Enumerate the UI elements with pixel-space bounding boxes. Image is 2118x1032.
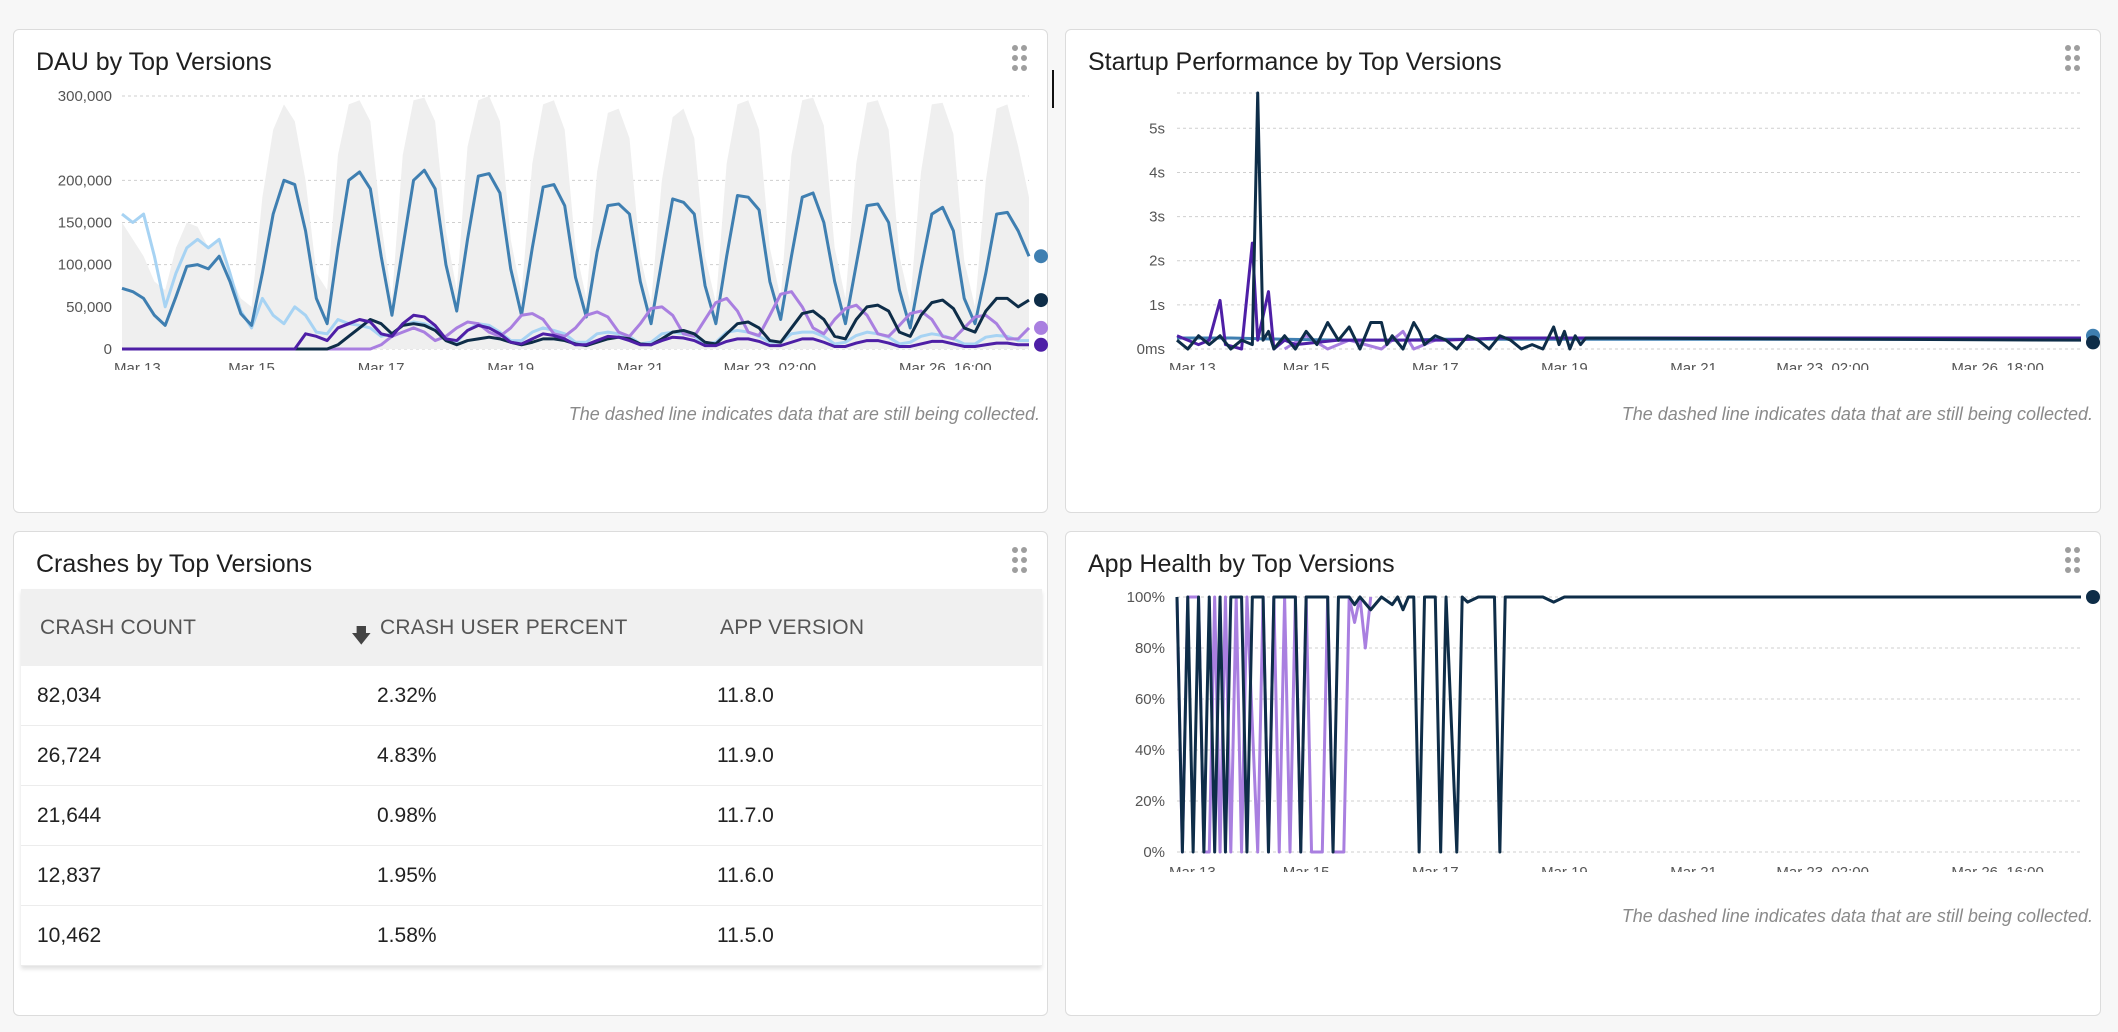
x-tick-label: Mar 21 bbox=[1670, 360, 1717, 370]
y-tick-label: 3s bbox=[1149, 209, 1165, 226]
y-tick-label: 200,000 bbox=[58, 172, 112, 189]
startup-chart[interactable]: 5s 4s 3s 2s 1s 0ms Mar 13 Mar 15 Mar 17 Mar 19 Mar… bbox=[1066, 30, 2102, 370]
x-tick-label: Mar 15 bbox=[228, 360, 275, 370]
drag-handle-icon[interactable] bbox=[2065, 547, 2081, 573]
drag-handle-icon[interactable] bbox=[2065, 45, 2081, 71]
table-row[interactable]: 10,462 1.58% 11.5.0 bbox=[21, 905, 1042, 966]
x-tick-label: Mar 15 bbox=[1283, 360, 1330, 370]
y-tick-label: 100,000 bbox=[58, 257, 112, 274]
y-tick-label: 80% bbox=[1135, 640, 1165, 657]
y-tick-label: 0ms bbox=[1137, 341, 1165, 358]
column-header-app-version[interactable]: APP VERSION bbox=[701, 589, 1042, 666]
health-chart[interactable]: 100% 80% 60% 40% 20% 0% Mar 13 Mar 15 Mar 17 Mar … bbox=[1066, 532, 2102, 872]
app-version-cell: 11.5.0 bbox=[701, 905, 1042, 966]
crash-user-percent-cell: 1.95% bbox=[361, 845, 701, 906]
series-end-marker bbox=[1034, 249, 1048, 264]
table-row[interactable]: 82,034 2.32% 11.8.0 bbox=[21, 666, 1042, 726]
x-tick-label: Mar 19 bbox=[1541, 864, 1588, 872]
x-tick-label: Mar 13 bbox=[1169, 360, 1216, 370]
table-row[interactable]: 26,724 4.83% 11.9.0 bbox=[21, 725, 1042, 786]
dau-panel: DAU by Top Versions 300,000 200,000 150,00… bbox=[13, 29, 1054, 513]
startup-series-line bbox=[1176, 91, 2082, 351]
series-end-marker bbox=[1034, 337, 1048, 352]
series-end-marker bbox=[2086, 335, 2100, 350]
startup-series-line bbox=[1176, 241, 2081, 351]
dau-series-line bbox=[121, 168, 1031, 330]
x-tick-label: Mar 17 bbox=[358, 360, 405, 370]
y-tick-label: 100% bbox=[1127, 589, 1165, 606]
y-tick-label: 4s bbox=[1149, 164, 1165, 181]
dau-collecting-note: The dashed line indicates data that are … bbox=[568, 404, 1040, 424]
crash-count-cell: 10,462 bbox=[21, 905, 361, 966]
startup-collecting-note: The dashed line indicates data that are … bbox=[1621, 404, 2093, 424]
x-tick-label: Mar 19 bbox=[487, 360, 534, 370]
crashes-panel-title: Crashes by Top Versions bbox=[36, 550, 313, 578]
app-version-cell: 11.8.0 bbox=[701, 666, 1042, 726]
x-tick-label: Mar 23, 02:00 bbox=[724, 360, 817, 370]
x-tick-label: Mar 13 bbox=[1169, 864, 1216, 872]
y-tick-label: 150,000 bbox=[58, 215, 112, 232]
crash-count-cell: 12,837 bbox=[21, 845, 361, 906]
x-tick-label: Mar 19 bbox=[1541, 360, 1588, 370]
health-panel: App Health by Top Versions 100% 80% 60% 40%… bbox=[1065, 531, 2101, 1016]
x-tick-label: Mar 26, 16:00 bbox=[1951, 864, 2044, 872]
crash-user-percent-cell: 1.58% bbox=[361, 905, 701, 966]
x-tick-label: Mar 21 bbox=[617, 360, 664, 370]
x-tick-label: Mar 23, 02:00 bbox=[1776, 360, 1869, 370]
crash-count-cell: 21,644 bbox=[21, 785, 361, 846]
table-header-row: CRASH COUNT 🡇 CRASH USER PERCENT APP VER… bbox=[21, 589, 1042, 666]
series-end-marker bbox=[2086, 590, 2100, 604]
health-collecting-note: The dashed line indicates data that are … bbox=[1621, 906, 2093, 926]
y-tick-label: 50,000 bbox=[66, 299, 112, 316]
table-row[interactable]: 12,837 1.95% 11.6.0 bbox=[21, 845, 1042, 906]
x-tick-label: Mar 26, 16:00 bbox=[899, 360, 992, 370]
startup-panel-title: Startup Performance by Top Versions bbox=[1088, 48, 1502, 76]
x-tick-label: Mar 26, 18:00 bbox=[1951, 360, 2044, 370]
column-header-crash-count[interactable]: CRASH COUNT 🡇 bbox=[21, 589, 372, 666]
startup-panel: Startup Performance by Top Versions 5s 4s… bbox=[1065, 29, 2101, 513]
column-header-label: CRASH COUNT bbox=[40, 615, 197, 639]
x-tick-label: Mar 13 bbox=[114, 360, 161, 370]
y-tick-label: 2s bbox=[1149, 253, 1165, 270]
series-end-marker bbox=[1034, 293, 1048, 308]
x-tick-label: Mar 15 bbox=[1283, 864, 1330, 872]
dau-series-line bbox=[122, 313, 1029, 351]
crash-user-percent-cell: 0.98% bbox=[361, 785, 701, 846]
x-tick-label: Mar 17 bbox=[1412, 360, 1459, 370]
arrow-down-icon[interactable]: 🡇 bbox=[351, 625, 372, 647]
crashes-table: CRASH COUNT 🡇 CRASH USER PERCENT APP VER… bbox=[21, 589, 1042, 966]
drag-handle-icon[interactable] bbox=[1012, 547, 1028, 573]
dau-panel-title: DAU by Top Versions bbox=[36, 48, 272, 76]
crash-user-percent-cell: 4.83% bbox=[361, 725, 701, 786]
crash-count-cell: 82,034 bbox=[21, 666, 361, 726]
y-tick-label: 300,000 bbox=[58, 88, 112, 105]
y-tick-label: 60% bbox=[1135, 691, 1165, 708]
health-panel-title: App Health by Top Versions bbox=[1088, 550, 1395, 578]
health-series-line bbox=[1175, 595, 2081, 854]
crash-count-cell: 26,724 bbox=[21, 725, 361, 786]
crashes-panel: Crashes by Top Versions CRASH COUNT 🡇 CR… bbox=[13, 531, 1048, 1016]
x-tick-label: Mar 23, 02:00 bbox=[1776, 864, 1869, 872]
drag-handle-icon[interactable] bbox=[1012, 45, 1028, 71]
total-dau-area bbox=[122, 96, 1029, 349]
app-version-cell: 11.6.0 bbox=[701, 845, 1042, 906]
text-cursor bbox=[1052, 70, 1054, 108]
table-row[interactable]: 21,644 0.98% 11.7.0 bbox=[21, 785, 1042, 846]
column-header-crash-user-percent[interactable]: CRASH USER PERCENT bbox=[361, 589, 701, 666]
crash-user-percent-cell: 2.32% bbox=[361, 666, 701, 726]
x-tick-label: Mar 21 bbox=[1670, 864, 1717, 872]
series-end-marker bbox=[1034, 320, 1048, 335]
y-tick-label: 0 bbox=[104, 341, 112, 358]
column-header-label: APP VERSION bbox=[720, 615, 865, 639]
y-tick-label: 20% bbox=[1135, 793, 1165, 810]
y-tick-label: 5s bbox=[1149, 120, 1165, 137]
y-tick-label: 40% bbox=[1135, 742, 1165, 759]
app-version-cell: 11.7.0 bbox=[701, 785, 1042, 846]
y-tick-label: 1s bbox=[1149, 297, 1165, 314]
app-version-cell: 11.9.0 bbox=[701, 725, 1042, 786]
column-header-label: CRASH USER PERCENT bbox=[380, 615, 628, 639]
y-tick-label: 0% bbox=[1143, 844, 1165, 861]
x-tick-label: Mar 17 bbox=[1412, 864, 1459, 872]
